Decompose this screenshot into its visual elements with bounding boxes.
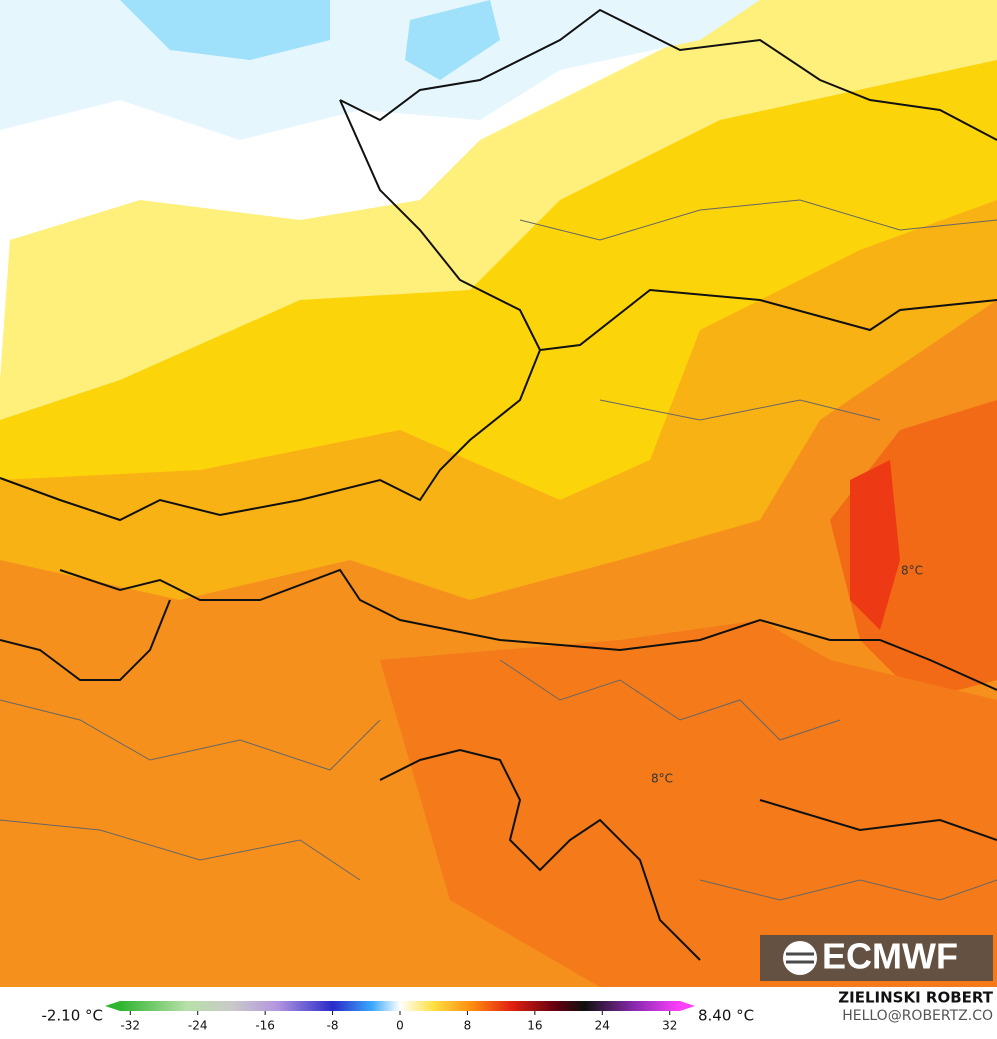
colorbar-tick-label: -32 [120,1019,140,1033]
colorbar-end [105,1001,120,1011]
colorbar-tick-label: 0 [396,1019,404,1033]
colorbar-tick-label: -8 [327,1019,339,1033]
colorbar [105,1001,695,1011]
colorbar-tick-label: 16 [527,1019,542,1033]
colorbar-tick-label: 24 [595,1019,610,1033]
logo-text: ECMWF [822,936,958,977]
colorbar-end [680,1001,695,1011]
logo-icon [783,941,817,975]
author: ZIELINSKI ROBERT [838,989,993,1007]
contour-label: 8°C [901,564,923,578]
logo-icon-lines [786,952,814,964]
map-field [0,0,997,987]
colorbar-tick-label: 32 [662,1019,677,1033]
logo: ECMWF [760,935,993,981]
contact: HELLO@ROBERTZ.CO [842,1008,993,1024]
colorbar-tick-label: -16 [255,1019,275,1033]
colorbar-gradient [120,1001,680,1011]
min-value: -2.10 °C [41,1007,103,1025]
colorbar-tick-label: -24 [188,1019,208,1033]
contour-label: 8°C [651,772,673,786]
max-value: 8.40 °C [698,1007,754,1025]
colorbar-tick-label: 8 [464,1019,472,1033]
